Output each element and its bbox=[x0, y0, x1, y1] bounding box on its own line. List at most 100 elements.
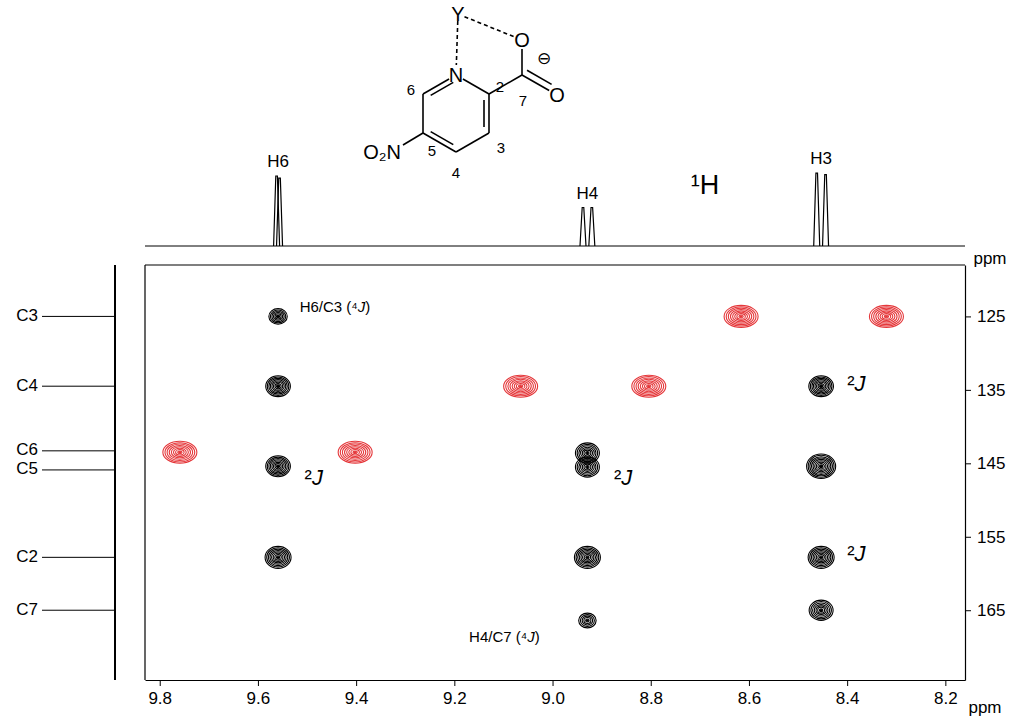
plot-frame bbox=[145, 264, 965, 265]
contour-ring bbox=[581, 552, 594, 563]
contour-core bbox=[519, 385, 522, 387]
contour-ring bbox=[818, 607, 825, 613]
contour-ring bbox=[820, 385, 823, 388]
contour-ring bbox=[269, 458, 287, 474]
contour-core bbox=[647, 385, 650, 387]
contour-ring bbox=[638, 379, 659, 393]
tick-mark bbox=[553, 680, 554, 686]
contour-ring bbox=[171, 447, 188, 458]
contour-core bbox=[820, 465, 823, 467]
contour-ring bbox=[586, 466, 589, 469]
peak bbox=[266, 456, 291, 477]
contour-ring bbox=[586, 556, 589, 559]
contour-core bbox=[277, 315, 280, 317]
contour-ring bbox=[269, 378, 287, 394]
contour-ring bbox=[872, 307, 902, 326]
contour-ring bbox=[733, 311, 750, 322]
contour-ring bbox=[265, 546, 291, 568]
contour-ring bbox=[275, 555, 282, 561]
tick-mark bbox=[651, 680, 652, 686]
bond bbox=[521, 49, 523, 75]
spectrum-line bbox=[814, 173, 820, 246]
carbon-label: C3 bbox=[16, 306, 38, 325]
contour-ring bbox=[275, 314, 281, 319]
contour-ring bbox=[581, 461, 595, 473]
tick: 9.2 bbox=[443, 680, 467, 708]
peak bbox=[575, 457, 599, 477]
tick-label: 155 bbox=[977, 528, 1005, 547]
tick-label: 125 bbox=[977, 307, 1005, 326]
tick-mark bbox=[965, 390, 971, 391]
tick: 155 bbox=[965, 528, 1005, 547]
contour-ring bbox=[504, 375, 538, 397]
carbon-marker bbox=[42, 469, 115, 470]
contour-ring bbox=[351, 450, 360, 456]
peak bbox=[809, 376, 834, 397]
contour-ring bbox=[809, 376, 834, 397]
peak-label: H4 bbox=[577, 184, 599, 203]
contour-ring bbox=[810, 548, 833, 567]
contour-ring bbox=[878, 311, 895, 322]
contour-ring bbox=[817, 382, 826, 390]
tick-label: 8.8 bbox=[639, 689, 663, 708]
contour-core bbox=[277, 465, 280, 467]
contour-core bbox=[820, 556, 823, 558]
contour-ring bbox=[273, 382, 282, 390]
tick: 145 bbox=[965, 454, 1005, 473]
peak bbox=[724, 305, 758, 327]
x-axis: 9.89.69.49.29.08.88.68.48.2 bbox=[146, 680, 966, 708]
tick: 8.2 bbox=[934, 680, 958, 708]
tick: 8.8 bbox=[639, 680, 663, 708]
contour-ring bbox=[816, 462, 826, 470]
carbon-label: C2 bbox=[16, 547, 38, 566]
contour-ring bbox=[808, 546, 834, 568]
contour-ring bbox=[819, 609, 822, 612]
contour-ring bbox=[267, 377, 289, 395]
carbon-marker bbox=[42, 450, 115, 451]
bond bbox=[527, 70, 552, 84]
bond bbox=[422, 94, 424, 133]
contour-ring bbox=[583, 553, 593, 561]
structure-label: O bbox=[549, 84, 565, 106]
structure-label: 7 bbox=[519, 92, 527, 109]
contour-ring bbox=[178, 451, 182, 454]
contour-ring bbox=[813, 380, 828, 393]
contour-ring bbox=[277, 385, 280, 388]
bond bbox=[522, 75, 549, 91]
contour-ring bbox=[272, 461, 284, 471]
tick-mark bbox=[258, 680, 259, 686]
contour-ring bbox=[267, 548, 290, 567]
contour-ring bbox=[818, 384, 824, 389]
spectrum-line bbox=[823, 175, 829, 246]
contour-ring bbox=[267, 457, 289, 475]
peak bbox=[574, 546, 600, 568]
tick-mark bbox=[965, 537, 971, 538]
peak bbox=[808, 546, 834, 568]
bond bbox=[463, 79, 489, 94]
tick-label: 9.6 bbox=[247, 689, 271, 708]
contour-ring bbox=[510, 379, 531, 393]
contour-ring bbox=[516, 383, 525, 389]
tick: 8.4 bbox=[836, 680, 860, 708]
x-axis-title: ppm bbox=[968, 698, 1001, 717]
contour-ring bbox=[813, 550, 829, 564]
carbon-projection bbox=[114, 265, 116, 680]
contour-core bbox=[820, 609, 823, 611]
tick-label: 9.0 bbox=[541, 689, 565, 708]
contour-ring bbox=[811, 549, 831, 566]
bond bbox=[403, 133, 423, 145]
structure-label: N bbox=[449, 64, 463, 86]
tick-label: 8.6 bbox=[738, 689, 762, 708]
peak bbox=[163, 441, 197, 463]
contour-ring bbox=[807, 454, 836, 479]
contour-ring bbox=[579, 613, 596, 628]
contour-ring bbox=[275, 384, 281, 389]
contour-ring bbox=[165, 443, 195, 462]
contour-ring bbox=[634, 377, 664, 396]
contour-ring bbox=[173, 448, 186, 456]
contour-ring bbox=[580, 615, 594, 627]
contour-ring bbox=[882, 314, 891, 320]
tick-label: 8.4 bbox=[836, 689, 860, 708]
structure-label: ⊖ bbox=[537, 49, 551, 68]
contour-ring bbox=[584, 555, 591, 561]
